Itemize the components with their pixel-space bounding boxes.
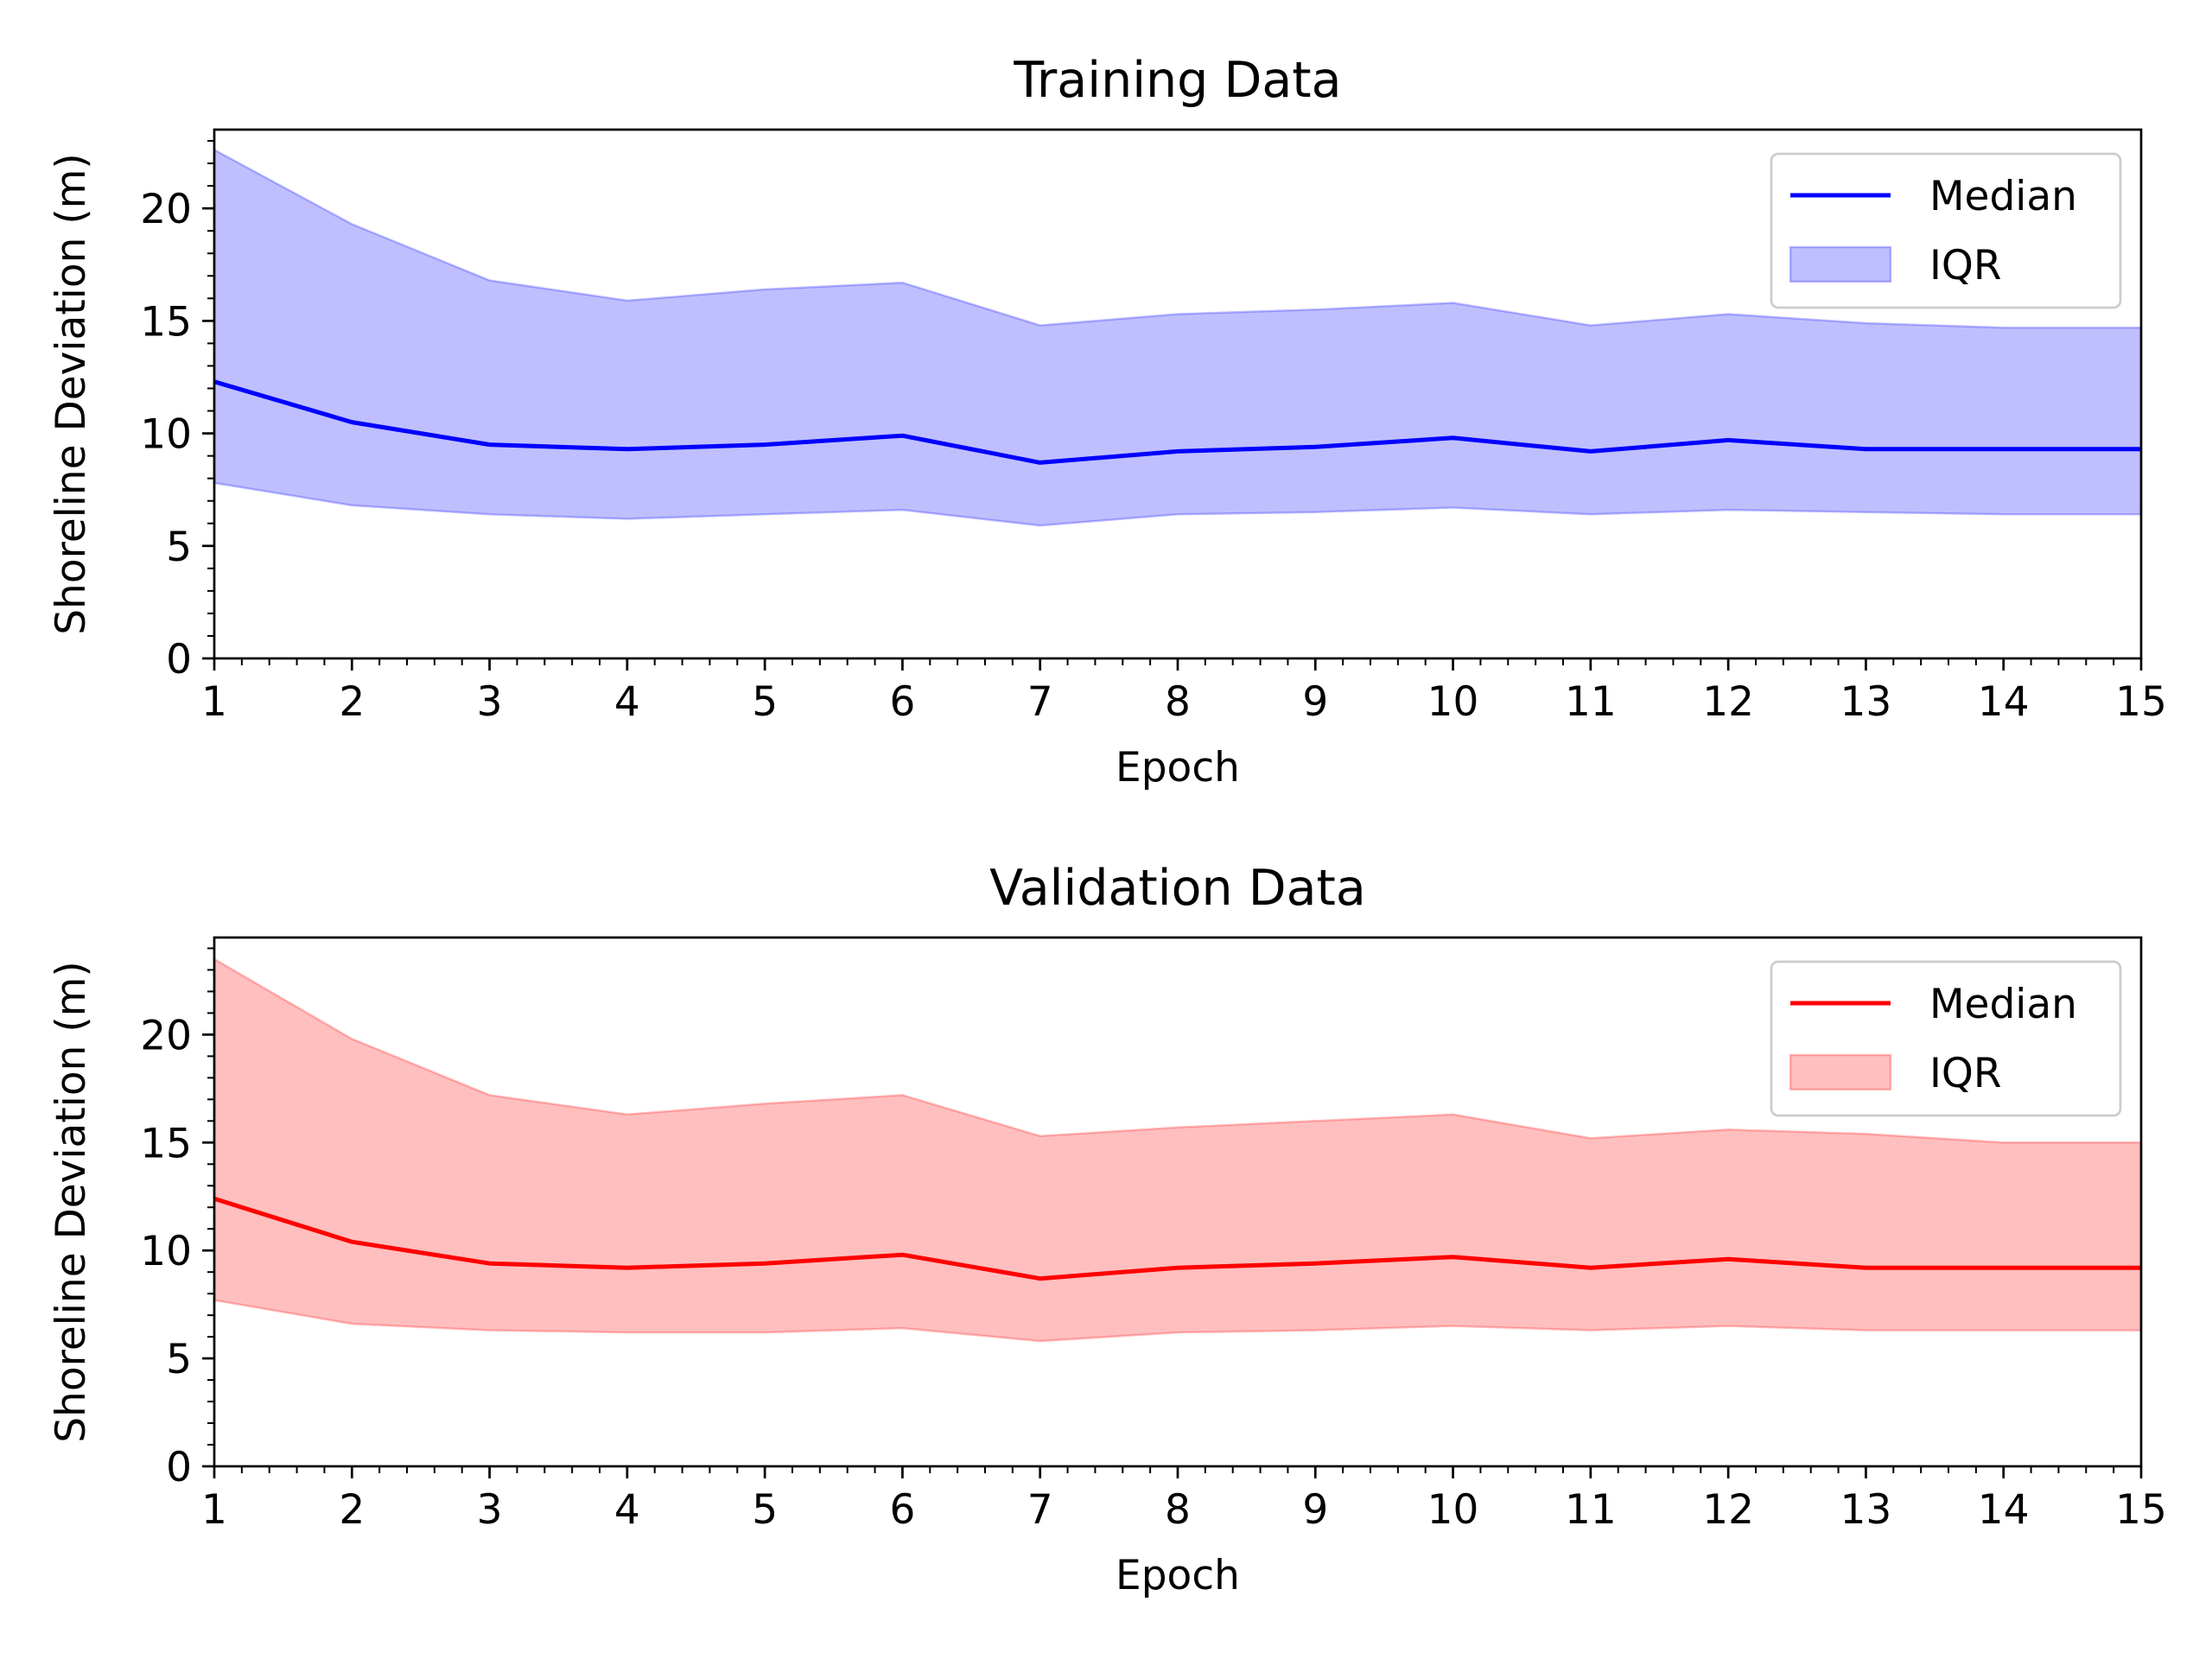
legend-median-label: Median <box>1929 981 2077 1028</box>
x-tick-label: 12 <box>1702 1486 1754 1534</box>
x-tick-label: 9 <box>1302 1486 1328 1534</box>
x-tick-label: 3 <box>477 678 503 726</box>
y-tick-label: 5 <box>166 1336 192 1383</box>
x-tick-label: 10 <box>1427 1486 1479 1534</box>
y-tick-label: 10 <box>140 411 192 459</box>
x-tick-label: 5 <box>752 678 778 726</box>
chart-title: Validation Data <box>989 860 1366 917</box>
validation-chart: 1 2 3 4 5 6 7 8 9 10 11 12 13 14 1505101520Validation … <box>48 860 2167 1599</box>
legend: Median IQR <box>1770 152 2122 309</box>
y-axis-label: Shoreline Deviation (m) <box>48 961 95 1443</box>
legend-iqr-swatch <box>1789 1053 1892 1091</box>
y-tick-label: 15 <box>140 1120 192 1167</box>
x-tick-label: 10 <box>1427 678 1479 726</box>
x-tick-label: 13 <box>1840 1486 1892 1534</box>
y-axis-label: Shoreline Deviation (m) <box>48 153 95 635</box>
y-tick-label: 0 <box>166 1444 192 1491</box>
legend-box <box>1770 152 2122 309</box>
legend: Median IQR <box>1770 960 2122 1117</box>
x-tick-label: 1 <box>201 678 227 726</box>
legend-median-label: Median <box>1929 173 2077 220</box>
y-tick-label: 20 <box>140 1012 192 1059</box>
x-tick-label: 14 <box>1978 678 2030 726</box>
y-tick-label: 10 <box>140 1228 192 1275</box>
chart-title: Training Data <box>1013 52 1341 109</box>
legend-iqr-swatch <box>1789 245 1892 283</box>
y-tick-label: 0 <box>166 636 192 683</box>
x-tick-label: 8 <box>1165 678 1191 726</box>
legend-iqr-label: IQR <box>1929 242 2002 289</box>
legend-iqr-label: IQR <box>1929 1050 2002 1097</box>
y-tick-label: 20 <box>140 186 192 233</box>
x-tick-label: 1 <box>201 1486 227 1534</box>
x-tick-label: 13 <box>1840 678 1892 726</box>
x-tick-label: 2 <box>339 678 365 726</box>
x-tick-label: 14 <box>1978 1486 2030 1534</box>
x-tick-label: 4 <box>614 678 640 726</box>
x-tick-label: 15 <box>2115 678 2167 726</box>
legend-box <box>1770 960 2122 1117</box>
median-line <box>213 1196 2141 1281</box>
x-tick-label: 11 <box>1565 1486 1617 1534</box>
x-tick-label: 6 <box>889 1486 915 1534</box>
x-tick-label: 7 <box>1027 1486 1053 1534</box>
median-line <box>213 379 2141 465</box>
x-tick-label: 2 <box>339 1486 365 1534</box>
x-tick-label: 15 <box>2115 1486 2167 1534</box>
x-tick-label: 8 <box>1165 1486 1191 1534</box>
x-tick-label: 4 <box>614 1486 640 1534</box>
x-tick-label: 9 <box>1302 678 1328 726</box>
x-tick-label: 12 <box>1702 678 1754 726</box>
x-tick-label: 3 <box>477 1486 503 1534</box>
y-tick-label: 15 <box>140 298 192 346</box>
x-axis-label: Epoch <box>1116 744 1240 791</box>
x-tick-label: 11 <box>1565 678 1617 726</box>
x-axis-label: Epoch <box>1116 1552 1240 1599</box>
x-tick-label: 7 <box>1027 678 1053 726</box>
x-tick-label: 6 <box>889 678 915 726</box>
x-tick-label: 5 <box>752 1486 778 1534</box>
y-tick-label: 5 <box>166 524 192 571</box>
